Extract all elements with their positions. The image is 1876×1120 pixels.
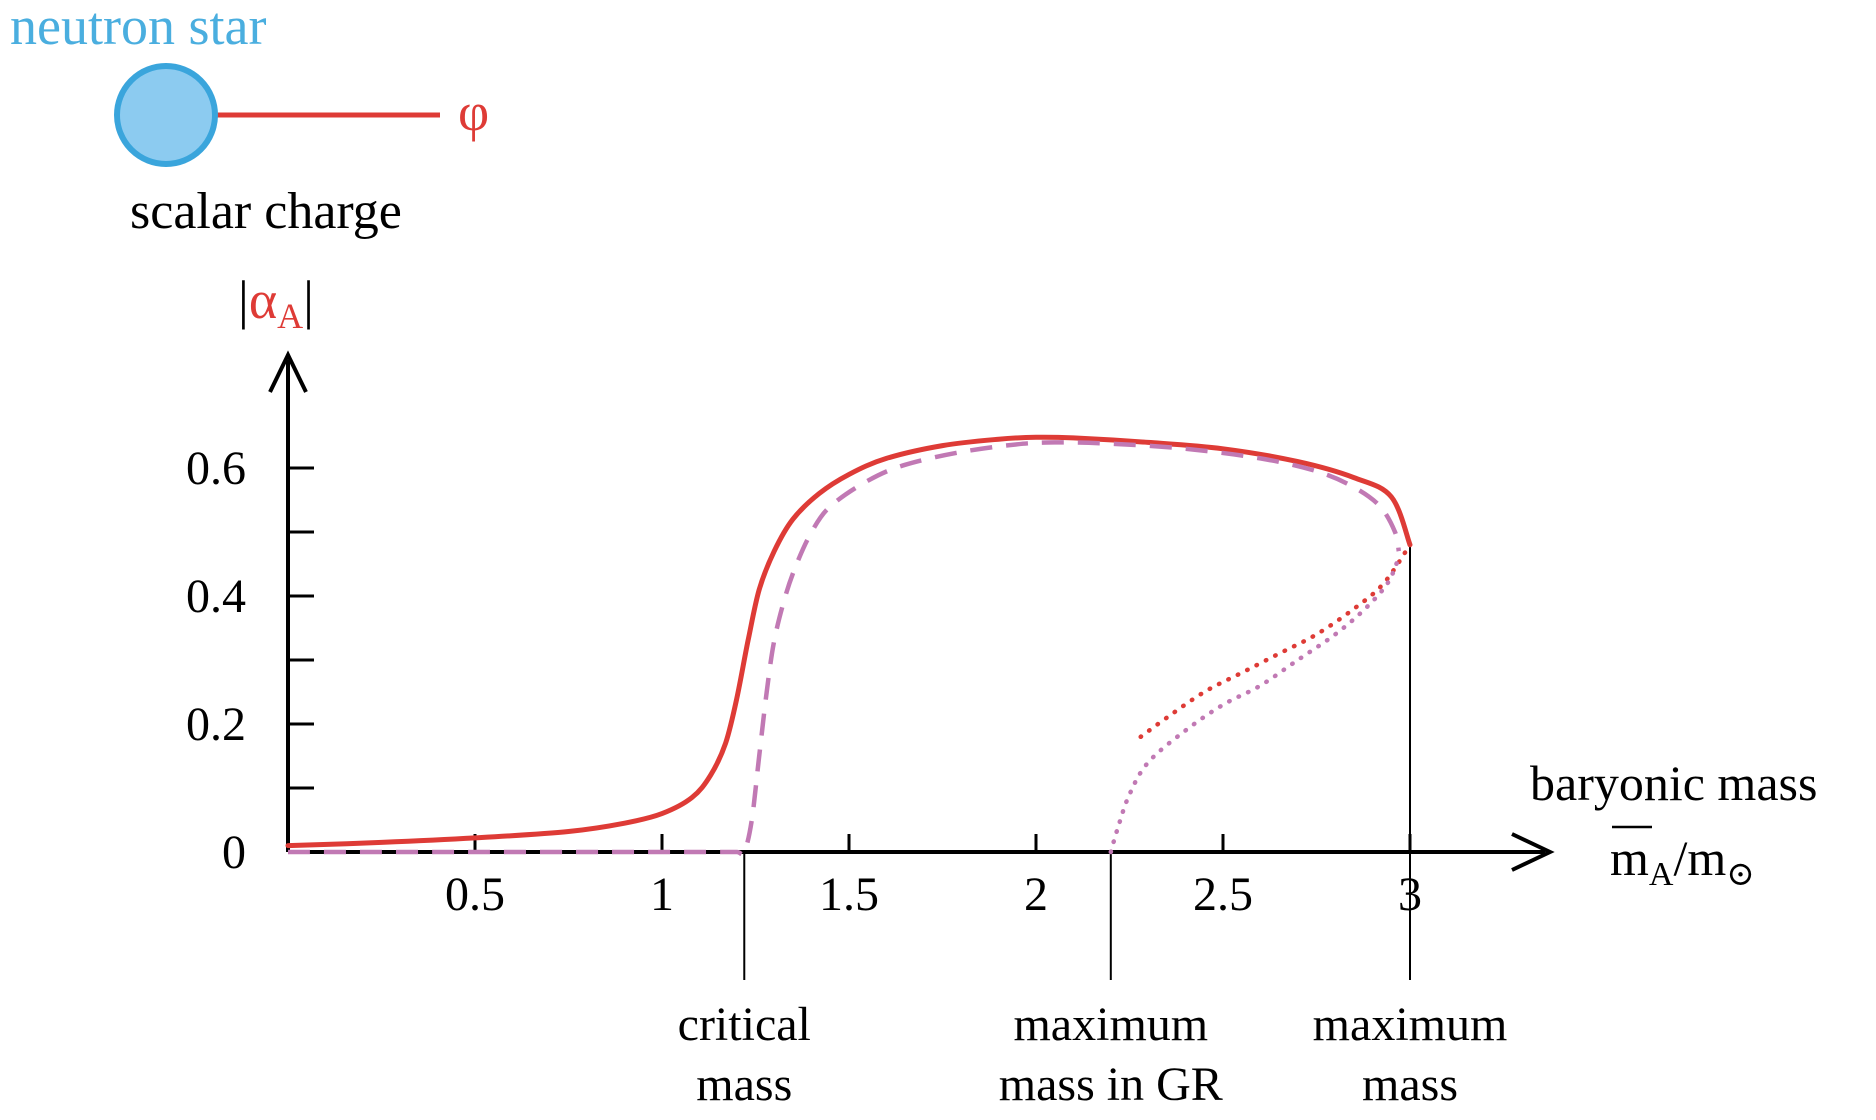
y-tick-label: 0 [222, 826, 246, 879]
marker-label: mass in GR [999, 1058, 1223, 1111]
y-tick-label: 0.4 [186, 570, 246, 623]
x-label-sun-symbol: ⊙ [1726, 856, 1755, 893]
y-tick-label: 0.6 [186, 442, 246, 495]
series-dotted-curve [1108, 555, 1402, 855]
x-label-m: m [1610, 830, 1649, 886]
y-axis-arrowhead [268, 350, 308, 393]
x-tick-label: 0.5 [445, 868, 505, 921]
scalar-charge-label: scalar charge [130, 183, 402, 240]
axes [268, 350, 1555, 872]
y-tick-label: 0.2 [186, 698, 246, 751]
series-dotted-curve [1138, 542, 1413, 740]
y-label-subscript: A [277, 296, 303, 336]
mass-markers: critical mass maximum mass in GR maximum mass [678, 544, 1508, 1111]
marker-label: maximum [1313, 998, 1508, 1051]
y-label-close-bar: | [303, 270, 314, 330]
curves [285, 434, 1413, 857]
x-tick-label: 1 [650, 868, 674, 921]
neutron-star-icon [114, 63, 218, 167]
neutron-star-title: neutron star [10, 0, 266, 56]
marker-label: mass [1362, 1058, 1458, 1111]
neutron-star-diagram: neutron star φ scalar charge [10, 0, 489, 240]
x-axis-arrowhead [1511, 832, 1555, 872]
marker-label: maximum [1013, 998, 1208, 1051]
x-axis-label-line1: baryonic mass [1530, 755, 1817, 811]
series-dashed-curve [288, 440, 1402, 857]
marker-label: mass [696, 1058, 792, 1111]
series-solid-curve [285, 434, 1413, 849]
marker-label: critical [678, 998, 811, 1051]
x-tick-label: 2.5 [1193, 868, 1253, 921]
x-axis-label-line2: mA/m⊙ [1610, 830, 1755, 893]
y-label-open-bar: | [238, 270, 249, 330]
x-label-slash-m: /m [1673, 830, 1726, 886]
x-label-subscript: A [1649, 856, 1674, 893]
y-label-alpha: α [249, 270, 277, 330]
ticks: 0.5 1 1.5 2 2.5 300.20.40.6 [186, 442, 1422, 921]
y-axis-label: |αA| [238, 270, 314, 336]
field-symbol: φ [458, 82, 489, 142]
x-tick-label: 2 [1024, 868, 1048, 921]
x-tick-label: 1.5 [819, 868, 879, 921]
